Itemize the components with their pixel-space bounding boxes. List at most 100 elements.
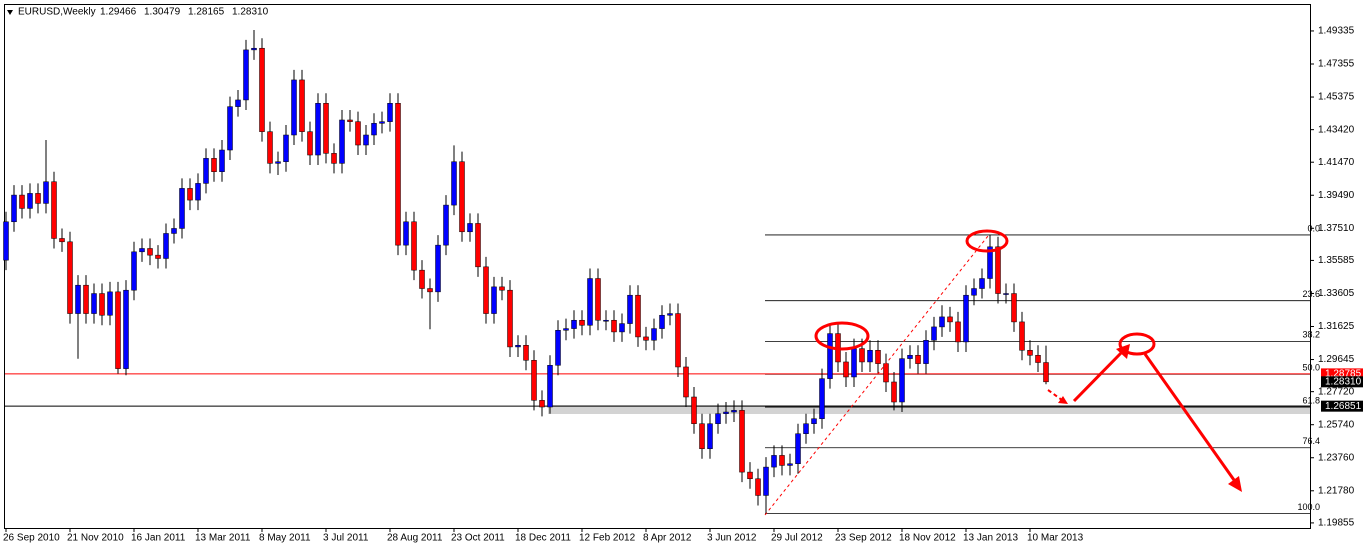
fib-label: 100.0 [1297,502,1320,512]
x-tick-label: 18 Nov 2012 [899,533,956,544]
candle-body [531,360,537,401]
menu-triangle[interactable] [7,10,13,15]
candle-body [907,355,913,359]
candle-body [99,293,105,316]
x-tick-label: 3 Jun 2012 [707,533,757,544]
y-tick-label: 1.29645 [1318,354,1355,365]
ohlc-low: 1.28165 [188,7,225,18]
x-tick-label: 3 Jul 2011 [323,533,369,544]
candle-body [883,363,889,383]
candle-body [75,284,81,314]
candle-body [1035,355,1041,363]
candle-body [491,286,497,314]
price-label-box [1321,400,1363,412]
candle-body [915,355,921,364]
candle-body [83,284,89,314]
candle-body [795,433,801,465]
candle-body [1003,293,1009,295]
candle-body [291,79,297,136]
plot-area: 1.49335 1.47355 1.45375 1.43420 1.41470 1.394… [3,26,1363,544]
candle-body [611,319,617,333]
candle-body [499,286,505,291]
candle-body [539,400,545,408]
candle-body [1011,293,1017,323]
candle-body [779,455,785,466]
candle-body [1019,321,1025,351]
candle-body [403,221,409,246]
arrow [1143,353,1236,481]
arrow [1072,350,1124,403]
symbol: EURUSD,Weekly [18,7,96,18]
candle-body [475,223,481,268]
candle-body [43,181,49,204]
candle-body [603,319,609,322]
price-label: 1.28785 [1325,369,1362,380]
candle-body [219,149,225,172]
candle-body [947,316,953,323]
x-tick-label: 8 Apr 2012 [643,533,692,544]
candle-body [267,131,273,164]
candle-body [707,423,713,449]
candle-body [3,221,9,261]
candle-body [699,423,705,449]
candle-body [275,161,281,164]
candle-body [203,158,209,184]
candle-body [1043,362,1049,383]
candle-body [243,49,249,101]
candle-body [555,329,561,366]
candle-body [979,278,985,289]
x-tick-label: 8 May 2011 [259,533,311,544]
candle-body [635,294,641,338]
candle-body [571,319,577,329]
candle-body [459,161,465,233]
x-tick-label: 29 Jul 2012 [771,533,823,544]
candle-body [931,326,937,341]
candle-body [187,188,193,201]
x-tick-label: 12 Feb 2012 [579,533,636,544]
candle-body [315,103,321,156]
y-tick-label: 1.49335 [1318,26,1355,37]
x-tick-label: 13 Jan 2013 [963,533,1018,544]
fib-label: 50.0 [1302,363,1320,373]
candle-body [787,463,793,466]
candle-body [875,350,881,364]
candle-body [859,348,865,363]
candle-body [259,47,265,132]
candle-body [179,188,185,229]
candle-body [667,313,673,316]
candle-body [435,244,441,293]
fib-label: 76.4 [1302,436,1320,446]
candle-body [11,194,17,223]
candle-body [739,410,745,473]
ohlc-close: 1.28310 [232,7,269,18]
candle-body [339,119,345,164]
candle-body [755,478,761,496]
ohlc-high: 1.30479 [144,7,181,18]
candle-body [683,366,689,398]
candle-body [59,238,65,243]
candle-body [395,103,401,246]
x-tick-label: 23 Oct 2011 [451,533,505,544]
candle-body [811,418,817,424]
candle-body [723,411,729,414]
x-tick-label: 26 Sep 2010 [3,533,60,544]
annotations [764,229,1242,516]
candle-body [91,293,97,314]
candle-body [411,221,417,271]
y-tick-label: 1.31625 [1318,321,1355,332]
candle-body [971,288,977,296]
candle-body [67,241,73,314]
candle-body [371,123,377,136]
candle-body [715,413,721,424]
candle-body [19,194,25,209]
candle-body [843,361,849,378]
current-price-label: 1.28310 [1325,376,1362,387]
circle-annotation [1118,332,1156,356]
candle-body [387,103,393,122]
candle-body [467,223,473,233]
candle-body [563,328,569,331]
candle-body [619,323,625,333]
candle-body [923,340,929,364]
price-label-box [1321,368,1363,380]
